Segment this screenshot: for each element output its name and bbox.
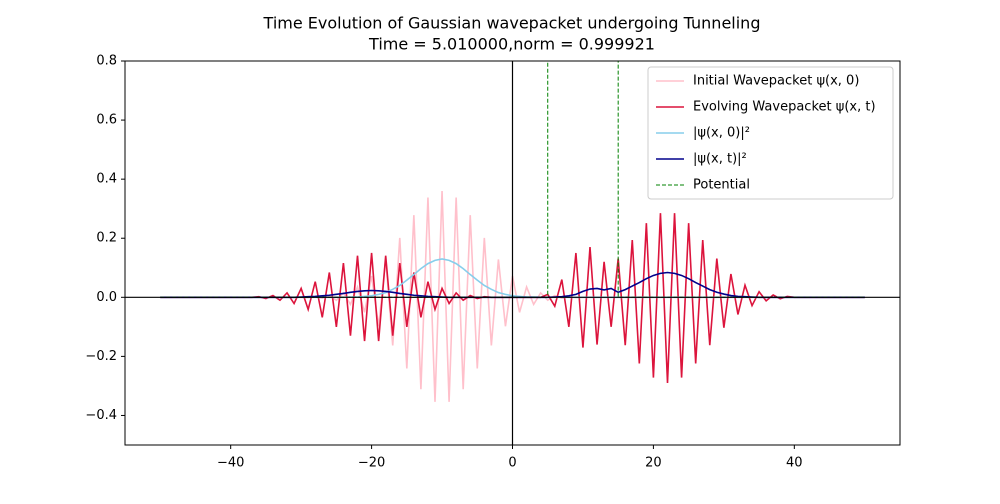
- y-tick-label: −0.2: [85, 349, 117, 364]
- x-tick-label: 0: [508, 456, 516, 471]
- y-tick-label: 0.6: [96, 113, 117, 128]
- y-tick-label: −0.4: [85, 408, 117, 423]
- legend-label: |ψ(x, t)|²: [693, 152, 747, 167]
- x-tick-label: 20: [645, 456, 662, 471]
- legend-label: Potential: [693, 178, 750, 193]
- y-tick-label: 0.2: [96, 231, 117, 246]
- y-tick-label: 0.8: [96, 54, 117, 69]
- x-tick-label: −40: [217, 456, 244, 471]
- y-tick-label: 0.4: [96, 172, 117, 187]
- legend-label: |ψ(x, 0)|²: [693, 126, 750, 141]
- chart-title: Time Evolution of Gaussian wavepacket un…: [263, 14, 761, 33]
- x-tick-label: −20: [358, 456, 385, 471]
- y-tick-label: 0.0: [96, 290, 117, 305]
- legend-box: [647, 66, 894, 200]
- chart-subtitle: Time = 5.010000,norm = 0.999921: [368, 35, 655, 54]
- legend-label: Evolving Wavepacket ψ(x, t): [693, 100, 876, 115]
- legend-label: Initial Wavepacket ψ(x, 0): [693, 74, 859, 89]
- x-tick-label: 40: [786, 456, 803, 471]
